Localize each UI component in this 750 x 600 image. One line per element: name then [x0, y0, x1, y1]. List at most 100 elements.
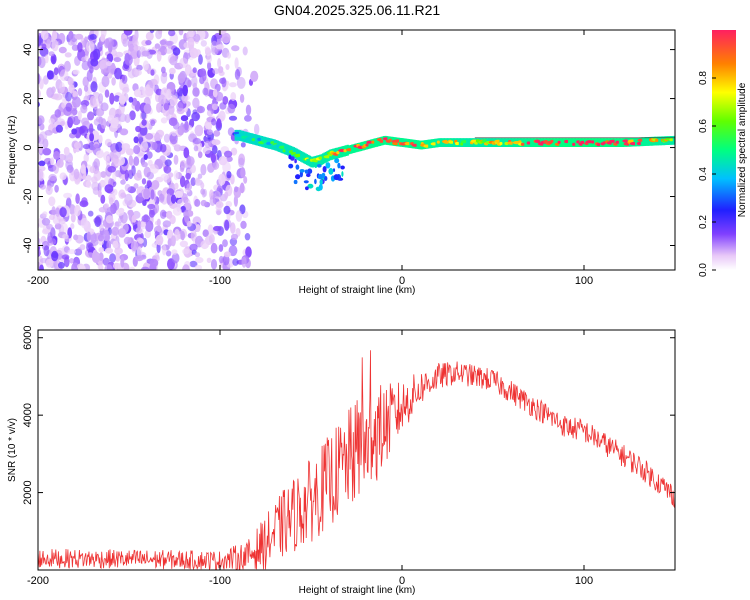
ridge-scatter: [303, 180, 309, 184]
noise-blob: [193, 33, 201, 43]
noise-blob: [91, 181, 100, 191]
noise-blob: [215, 205, 222, 211]
spectrogram-y-ticks: -40 -20 0 20 40: [22, 43, 675, 253]
noise-blob: [27, 208, 33, 219]
noise-blob: [26, 204, 33, 214]
noise-blob: [77, 42, 83, 53]
noise-blob: [195, 224, 201, 233]
noise-blob: [127, 209, 134, 216]
noise-blob: [51, 39, 59, 52]
noise-blob: [29, 29, 37, 37]
noise-blob: [162, 220, 171, 228]
noise-blob: [140, 140, 148, 152]
noise-blob: [191, 75, 198, 88]
ridge-band: [339, 146, 342, 158]
ridge-band: [530, 138, 533, 147]
noise-blob: [143, 214, 149, 221]
noise-blob: [230, 92, 237, 101]
ridge-band: [285, 144, 288, 155]
ridge-band: [351, 144, 354, 154]
noise-blob: [165, 250, 172, 257]
ridge-band: [637, 137, 641, 147]
noise-blob: [161, 244, 167, 256]
noise-blob: [28, 165, 37, 174]
noise-blob: [124, 169, 129, 182]
ridge-band: [441, 138, 444, 147]
noise-blob: [159, 155, 166, 164]
ridge-band: [502, 138, 505, 147]
colorbar-tick-label: 0.2: [698, 215, 709, 229]
noise-blob: [114, 247, 123, 255]
noise-blob: [131, 214, 137, 223]
noise-blob: [141, 50, 150, 57]
snr-series-line: [38, 350, 675, 570]
noise-blobs: [26, 29, 260, 270]
noise-blob: [154, 203, 160, 214]
noise-blob: [184, 211, 190, 224]
noise-blob: [242, 46, 248, 56]
ridge-scatter: [293, 179, 298, 185]
noise-blob: [218, 255, 224, 264]
ridge-peak: [557, 140, 561, 144]
noise-blob: [145, 40, 152, 46]
noise-blob: [159, 143, 167, 153]
noise-blob: [26, 165, 31, 177]
ridge-band: [375, 138, 378, 147]
noise-blob: [221, 77, 227, 88]
ridge-band: [240, 130, 243, 142]
colorbar-gradient: [712, 30, 736, 270]
noise-blob: [223, 205, 231, 215]
ridge-band: [646, 137, 649, 146]
ridge-band: [552, 138, 555, 147]
snr-x-ticks: -200 -100 0 100: [27, 330, 593, 587]
ridge-band: [639, 137, 642, 147]
noise-blob: [97, 190, 102, 198]
noise-blob: [234, 186, 239, 193]
ridge-scatter: [325, 162, 331, 169]
snr-panel: -200 -100 0 100 2000 4000 6000 Height of stra…: [7, 325, 676, 596]
noise-blob: [244, 115, 252, 122]
noise-blob: [117, 228, 126, 238]
noise-blob: [146, 180, 152, 188]
noise-blob: [171, 252, 180, 264]
noise-blob: [145, 220, 154, 233]
noise-blob: [29, 261, 35, 268]
noise-blob: [41, 228, 51, 235]
noise-blob: [128, 96, 134, 103]
ridge-band: [254, 134, 258, 146]
ridge-band: [467, 138, 470, 147]
noise-blob: [77, 88, 83, 97]
noise-blob: [115, 209, 124, 216]
ridge-peak: [336, 151, 340, 155]
noise-blob: [98, 264, 104, 270]
noise-blob: [38, 89, 41, 98]
noise-blob: [194, 252, 201, 258]
ridge-band: [621, 138, 625, 147]
noise-blob: [147, 159, 153, 167]
noise-blob: [183, 147, 190, 159]
ridge-band: [425, 140, 428, 149]
ridge-peak: [245, 137, 250, 141]
noise-blob: [182, 264, 190, 270]
ridge-band: [400, 138, 403, 147]
noise-blob: [73, 168, 80, 180]
noise-blob: [28, 224, 37, 233]
noise-blob: [206, 129, 213, 136]
noise-blob: [188, 30, 195, 38]
noise-blob: [194, 264, 203, 270]
snr-x-label: Height of straight line (km): [299, 585, 416, 596]
noise-blob: [87, 111, 95, 121]
noise-blob: [38, 56, 46, 69]
noise-blob: [184, 52, 191, 60]
noise-blob: [234, 57, 239, 70]
noise-blob: [31, 114, 37, 120]
y-tick-label: 20: [22, 92, 34, 104]
x-tick-label: 0: [399, 575, 405, 587]
noise-blob: [213, 225, 222, 232]
noise-blob: [150, 119, 156, 127]
noise-blob: [31, 153, 37, 160]
noise-blob: [103, 67, 112, 73]
noise-blob: [86, 40, 95, 53]
noise-blob: [200, 240, 209, 250]
noise-blob: [212, 145, 218, 155]
